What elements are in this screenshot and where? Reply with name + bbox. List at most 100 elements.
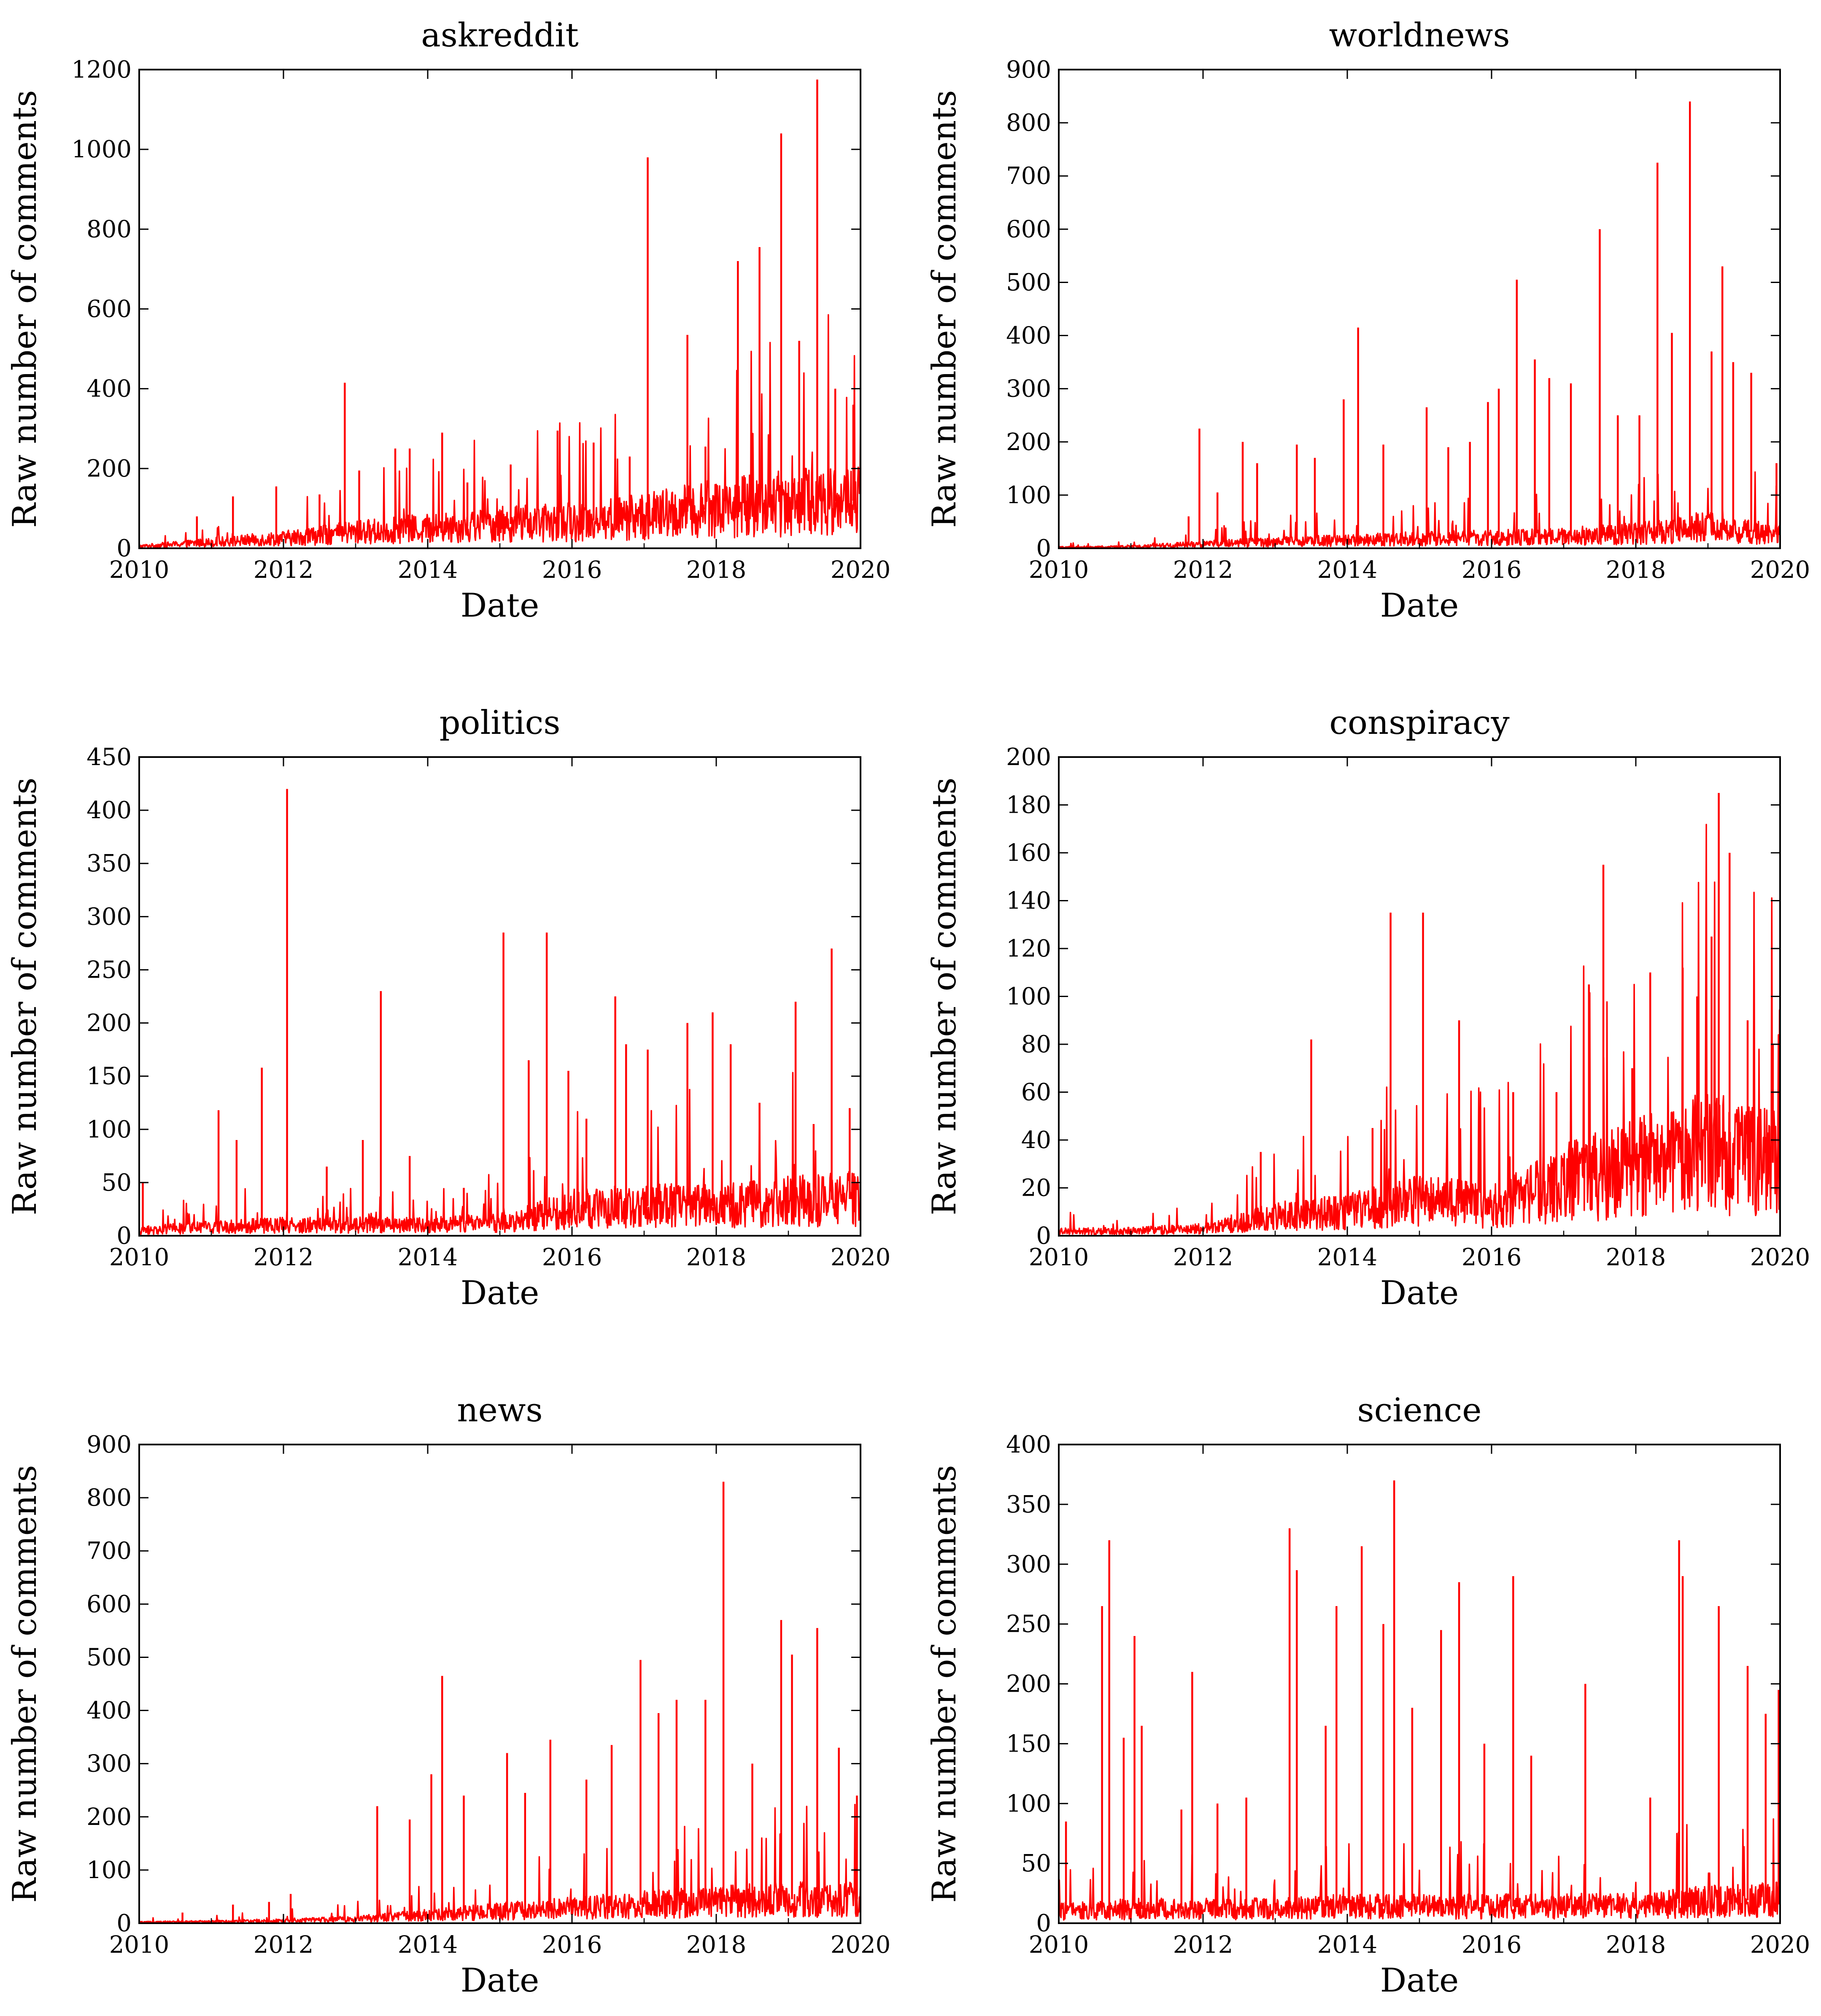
y-tick-label: 150: [1006, 1730, 1051, 1757]
x-axis-label: Date: [461, 1962, 540, 2000]
x-tick-label: 2014: [398, 1931, 458, 1959]
x-tick-label: 2020: [831, 1931, 891, 1959]
y-tick-label: 200: [86, 1803, 132, 1831]
x-tick-label: 2014: [398, 556, 458, 584]
x-tick-label: 2010: [109, 1244, 170, 1271]
y-tick-label: 350: [86, 850, 132, 877]
y-tick-label: 300: [1006, 1551, 1051, 1578]
x-tick-label: 2012: [254, 556, 314, 584]
y-tick-label: 50: [1021, 1850, 1051, 1877]
y-axis-label: Raw number of comments: [6, 90, 44, 528]
x-tick-label: 2018: [1606, 1244, 1666, 1271]
y-tick-label: 150: [86, 1063, 132, 1090]
x-tick-label: 2020: [1750, 1244, 1810, 1271]
x-tick-label: 2018: [1606, 1931, 1666, 1959]
panel-title: science: [1357, 1391, 1482, 1429]
y-tick-label: 0: [116, 1910, 132, 1937]
y-tick-label: 400: [86, 797, 132, 824]
x-tick-label: 2016: [542, 556, 602, 584]
y-tick-label: 250: [86, 956, 132, 984]
x-tick-label: 2014: [1317, 1931, 1378, 1959]
panel-conspiracy: 2010 2012 2014 2016 2018 2020 0 20 40 60 80 100 120 1…: [925, 704, 1810, 1312]
y-tick-label: 0: [116, 1222, 132, 1250]
x-tick-label: 2020: [1750, 556, 1810, 584]
series-line: [139, 314, 861, 548]
y-tick-label: 180: [1006, 792, 1051, 819]
y-tick-label: 120: [1006, 935, 1051, 962]
y-tick-label: 350: [1006, 1491, 1051, 1518]
y-tick-label: 400: [86, 375, 132, 403]
y-tick-label: 100: [1006, 983, 1051, 1011]
x-axis-label: Date: [1380, 1274, 1459, 1312]
y-tick-label: 700: [1006, 162, 1051, 190]
y-tick-label: 300: [1006, 375, 1051, 403]
y-tick-label: 300: [86, 903, 132, 930]
y-axis-label: Raw number of comments: [925, 777, 963, 1215]
x-tick-label: 2016: [1462, 556, 1522, 584]
x-tick-label: 2020: [831, 1244, 891, 1271]
series-line: [1058, 471, 1781, 549]
y-tick-label: 250: [1006, 1611, 1051, 1638]
y-tick-label: 160: [1006, 839, 1051, 867]
panel-politics: 2010 2012 2014 2016 2018 2020 0 50 100 150 200 250 3…: [6, 704, 890, 1312]
y-axis-label: Raw number of comments: [6, 777, 44, 1215]
series-line: [1058, 824, 1781, 1235]
x-tick-label: 2014: [398, 1244, 458, 1271]
y-tick-label: 100: [1006, 482, 1051, 509]
y-axis-label: Raw number of comments: [6, 1465, 44, 1903]
x-tick-label: 2018: [686, 1244, 747, 1271]
series-line: [1058, 1818, 1781, 1921]
y-tick-label: 1000: [71, 136, 132, 163]
x-tick-label: 2018: [686, 1931, 747, 1959]
y-tick-label: 100: [86, 1116, 132, 1143]
x-tick-label: 2012: [1173, 556, 1233, 584]
x-tick-label: 2010: [1029, 1244, 1089, 1271]
y-tick-label: 50: [102, 1169, 132, 1197]
y-tick-label: 200: [1006, 429, 1051, 456]
y-tick-label: 1200: [71, 56, 132, 84]
x-tick-label: 2020: [831, 556, 891, 584]
y-tick-label: 800: [86, 216, 132, 243]
y-tick-label: 0: [1036, 535, 1051, 562]
y-tick-label: 450: [86, 744, 132, 771]
x-tick-label: 2010: [109, 556, 170, 584]
y-tick-label: 0: [1036, 1910, 1051, 1937]
x-axis-label: Date: [461, 587, 540, 625]
y-tick-label: 900: [1006, 56, 1051, 84]
x-tick-label: 2012: [254, 1931, 314, 1959]
panel-science: 2010 2012 2014 2016 2018 2020 0 50 100 150 200 250 3…: [925, 1391, 1810, 2000]
plot-frame: [1058, 756, 1781, 1237]
x-tick-label: 2010: [1029, 1931, 1089, 1959]
plot-frame: [1058, 1444, 1781, 1924]
x-axis-label: Date: [1380, 587, 1459, 625]
y-axis-label: Raw number of comments: [925, 90, 963, 528]
plot-frame: [138, 756, 861, 1237]
x-tick-label: 2014: [1317, 556, 1378, 584]
y-tick-label: 500: [1006, 269, 1051, 296]
y-tick-label: 20: [1021, 1175, 1051, 1202]
y-tick-label: 40: [1021, 1127, 1051, 1154]
y-tick-label: 600: [86, 1590, 132, 1618]
panel-title: politics: [440, 704, 561, 742]
panel-news: 2010 2012 2014 2016 2018 2020 0 100 200 300 400 500…: [6, 1391, 890, 2000]
x-tick-label: 2016: [1462, 1931, 1522, 1959]
y-tick-label: 700: [86, 1537, 132, 1565]
y-axis-label: Raw number of comments: [925, 1465, 963, 1903]
y-tick-label: 600: [86, 296, 132, 323]
y-tick-label: 0: [1036, 1222, 1051, 1250]
x-tick-label: 2016: [542, 1931, 602, 1959]
panel-title: askreddit: [421, 16, 578, 54]
y-tick-label: 200: [86, 1010, 132, 1037]
y-tick-label: 100: [1006, 1790, 1051, 1817]
x-tick-label: 2010: [1029, 556, 1089, 584]
y-tick-label: 300: [86, 1750, 132, 1778]
y-tick-label: 60: [1021, 1079, 1051, 1106]
panel-title: conspiracy: [1329, 704, 1509, 742]
y-tick-label: 100: [86, 1857, 132, 1884]
y-tick-label: 0: [116, 535, 132, 562]
y-tick-label: 500: [86, 1644, 132, 1671]
x-tick-label: 2016: [1462, 1244, 1522, 1271]
x-tick-label: 2012: [1173, 1244, 1233, 1271]
y-tick-label: 200: [1006, 1671, 1051, 1698]
